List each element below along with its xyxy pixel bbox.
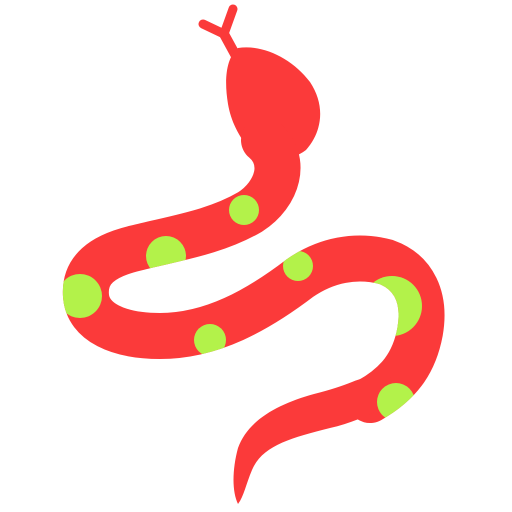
snake-spot (362, 276, 422, 336)
snake-spot (377, 383, 415, 421)
snake-body (62, 117, 445, 423)
snake-tongue (198, 4, 241, 61)
snake-spot (229, 195, 259, 225)
snake-spots (58, 195, 422, 421)
snake-spot (58, 274, 102, 318)
snake-spot (146, 236, 186, 276)
snake-tail (233, 375, 404, 504)
snake-spot (283, 251, 313, 281)
snake-spot (194, 324, 226, 356)
